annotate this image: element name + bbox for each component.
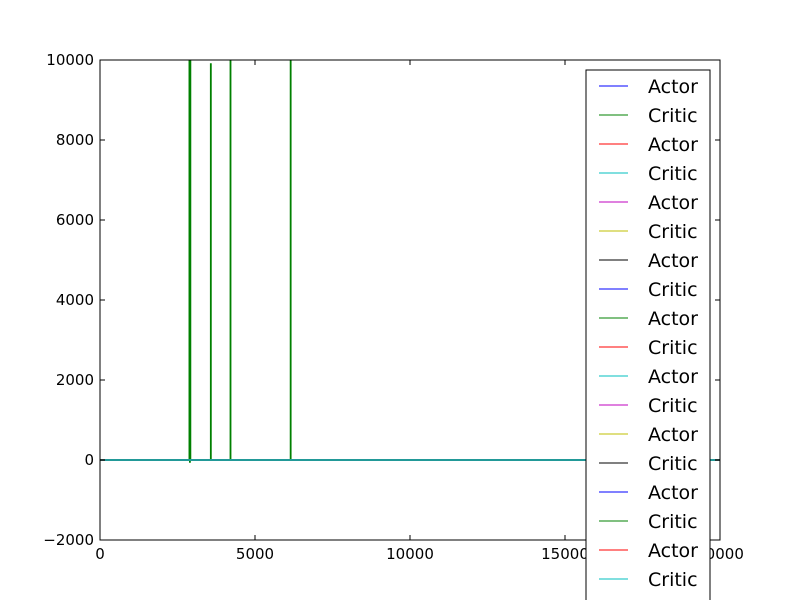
legend-label: Actor xyxy=(648,192,698,214)
legend-label: Critic xyxy=(648,337,698,359)
y-tick-label: 6000 xyxy=(56,211,94,229)
legend-label: Actor xyxy=(648,76,698,98)
y-tick-label: 8000 xyxy=(56,131,94,149)
legend-label: Actor xyxy=(648,308,698,330)
legend-label: Critic xyxy=(648,221,698,243)
x-tick-label: 0 xyxy=(95,545,105,563)
y-tick-label: 4000 xyxy=(56,291,94,309)
y-tick-label: −2000 xyxy=(43,531,94,549)
legend-label: Critic xyxy=(648,395,698,417)
y-tick-label: 2000 xyxy=(56,371,94,389)
legend-label: Critic xyxy=(648,511,698,533)
x-tick-label: 15000 xyxy=(541,545,589,563)
legend-label: Critic xyxy=(648,163,698,185)
legend: Actor Critic Actor Critic Actor Critic Actor Cr… xyxy=(585,69,711,600)
legend-label: Critic xyxy=(648,453,698,475)
legend-box xyxy=(585,69,711,600)
x-tick-label: 10000 xyxy=(386,545,434,563)
legend-label: Actor xyxy=(648,366,698,388)
y-tick-label: 10000 xyxy=(46,51,94,69)
legend-label: Critic xyxy=(648,279,698,301)
legend-label: Critic xyxy=(648,105,698,127)
legend-label: Actor xyxy=(648,134,698,156)
series-line-1 xyxy=(100,60,720,463)
legend-label: Actor xyxy=(648,424,698,446)
legend-label: Critic xyxy=(648,569,698,591)
x-tick-label: 5000 xyxy=(236,545,274,563)
legend-label: Actor xyxy=(648,250,698,272)
legend-label: Actor xyxy=(648,482,698,504)
ticks-layer: 0 5000 10000 15000 20000−2000020004000600080… xyxy=(43,51,744,563)
legend-label: Actor xyxy=(648,540,698,562)
y-tick-label: 0 xyxy=(84,451,94,469)
